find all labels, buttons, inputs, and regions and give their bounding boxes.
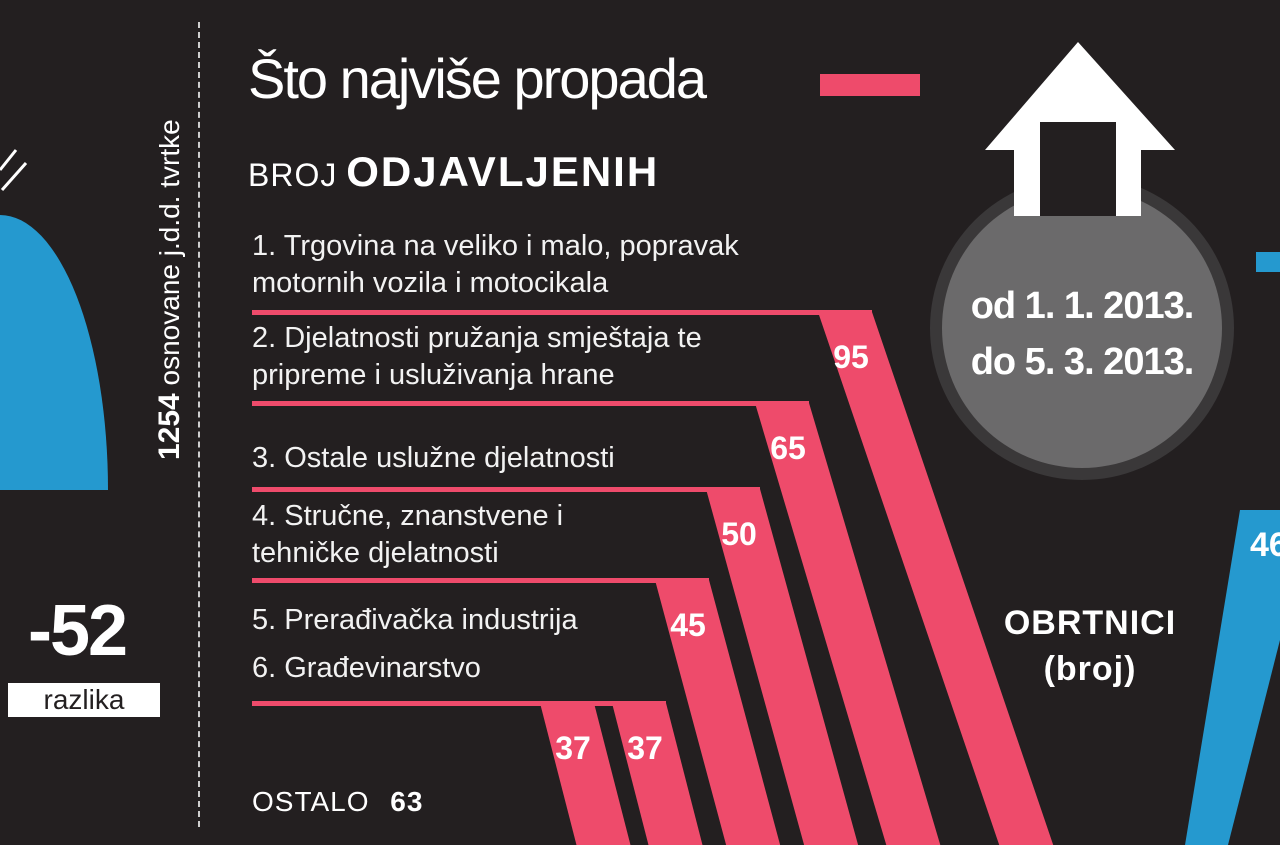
left-tick-marks	[0, 149, 28, 191]
category-label-4: 4. Stručne, znanstvene i tehničke djelatn…	[252, 498, 563, 572]
period-line-1: od 1. 1. 2013.	[970, 285, 1195, 327]
bar-2	[755, 403, 941, 845]
side-note-text: osnovane j.d.d. tvrtke	[154, 119, 185, 386]
category-label-1: 1. Trgovina na veliko i malo, popravak mo…	[252, 228, 739, 302]
bar-6	[612, 703, 703, 845]
chart-title: Što najviše propada	[248, 47, 707, 110]
other-value: 63	[390, 786, 424, 817]
chart-subtitle: BROJ ODJAVLJENIH	[248, 148, 659, 196]
obrtnici-label: OBRTNICI (broj)	[975, 600, 1205, 692]
side-note-number: 1254	[153, 393, 186, 460]
right-partial-value: 46	[1250, 526, 1280, 564]
category-label-6: 6. Građevinarstvo	[252, 650, 481, 687]
subtitle-strong: ODJAVLJENIH	[346, 148, 660, 195]
category-label-2-line-1: 2. Djelatnosti pružanja smještaja te	[252, 322, 702, 354]
difference-label: razlika	[8, 683, 160, 717]
period-label: od 1. 1. 2013. do 5. 3. 2013.	[942, 278, 1222, 390]
category-label-1-line-1: 1. Trgovina na veliko i malo, popravak	[252, 230, 739, 262]
bar-value-2: 65	[770, 430, 806, 466]
category-label-4-line-1: 4. Stručne, znanstvene i	[252, 500, 564, 532]
bar-3	[706, 489, 859, 845]
bar-4	[655, 580, 781, 845]
bottom-strip	[0, 845, 1280, 853]
bar-rule-6	[252, 701, 666, 706]
side-note: 1254 osnovane j.d.d. tvrtke	[150, 20, 190, 460]
house-icon	[930, 42, 1234, 480]
category-label-3: 3. Ostale uslužne djelatnosti	[252, 440, 615, 477]
category-label-5-line-1: 5. Prerađivačka industrija	[252, 604, 578, 636]
bar-rule-3	[252, 487, 760, 492]
other-label: OSTALO	[252, 786, 370, 817]
difference-value: -52	[28, 591, 128, 671]
bar-value-6: 37	[627, 730, 663, 766]
obrtnici-line-2: (broj)	[1043, 650, 1137, 688]
category-label-6-line-1: 6. Građevinarstvo	[252, 652, 481, 684]
bar-value-3: 50	[721, 516, 757, 552]
other-row: OSTALO 63	[252, 786, 423, 818]
bar-5	[540, 703, 631, 845]
category-label-4-line-2: tehničke djelatnosti	[252, 537, 499, 569]
bar-rule-4	[252, 578, 709, 583]
category-label-2-line-2: pripreme i usluživanja hrane	[252, 359, 615, 391]
obrtnici-line-1: OBRTNICI	[1003, 604, 1177, 642]
bar-rule-1	[252, 310, 872, 315]
period-line-2: do 5. 3. 2013.	[970, 341, 1195, 383]
right-blue-bar	[1185, 510, 1280, 845]
bars-group: 95 65 50 45 37 37	[252, 310, 1054, 845]
subtitle-prefix: BROJ	[248, 157, 338, 193]
bar-value-5: 37	[555, 730, 591, 766]
title-accent-bar	[820, 74, 920, 96]
category-label-1-line-2: motornih vozila i motocikala	[252, 267, 609, 299]
category-label-3-line-1: 3. Ostale uslužne djelatnosti	[252, 442, 615, 474]
bar-value-4: 45	[670, 607, 706, 643]
bar-1	[818, 312, 1054, 845]
dashed-divider	[198, 22, 200, 827]
bar-rule-2	[252, 401, 809, 406]
left-blue-segment	[0, 215, 108, 490]
bar-value-1: 95	[833, 339, 869, 375]
category-label-2: 2. Djelatnosti pružanja smještaja te prip…	[252, 320, 702, 394]
right-blue-bar-top	[1256, 252, 1280, 272]
category-label-5: 5. Prerađivačka industrija	[252, 602, 578, 639]
